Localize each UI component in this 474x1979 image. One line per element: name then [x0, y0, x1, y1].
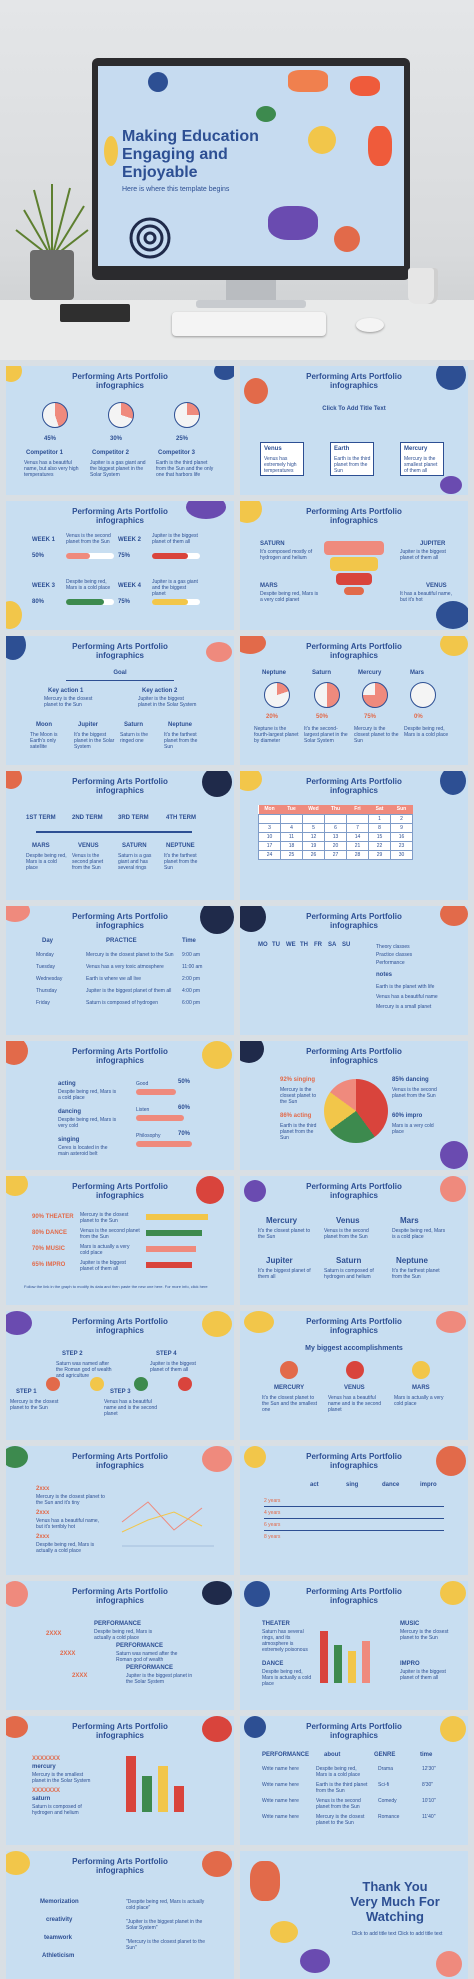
thanks-sub: Click to add title text Click to add tit… — [351, 1931, 443, 1937]
spiral-icon — [129, 217, 171, 259]
slide-title-text[interactable]: Performing Arts Portfolio infographics Cl… — [240, 366, 468, 495]
slide-skills[interactable]: Performing Arts Portfolio infographics ac… — [6, 1041, 234, 1170]
slide-years-matrix[interactable]: Performing Arts Portfolio infographics ac… — [240, 1446, 468, 1575]
slide-performance[interactable]: Performing Arts Portfolio infographics PE… — [6, 1581, 234, 1710]
line-chart — [121, 1501, 214, 1547]
slide-qualities[interactable]: Performing Arts Portfolio infographics Me… — [6, 1851, 234, 1979]
slide-planets-grid[interactable]: Performing Arts Portfolio infographics Me… — [240, 1176, 468, 1305]
pie-chart — [324, 1079, 388, 1143]
slide-thanks[interactable]: Thank You Very Much For Watching Click t… — [240, 1851, 468, 1979]
pie-icon — [174, 402, 200, 428]
slide-schedule[interactable]: Performing Arts Portfolio infographics MO… — [240, 906, 468, 1035]
slide-weeks[interactable]: Performing Arts Portfolio infographics WE… — [6, 501, 234, 630]
thanks-line2: Very Much For — [350, 1894, 440, 1909]
slide-accomplishments[interactable]: Performing Arts Portfolio infographics My… — [240, 1311, 468, 1440]
slide-goal[interactable]: Performing Arts Portfolio infographics Go… — [6, 636, 234, 765]
slide-pie-chart[interactable]: Performing Arts Portfolio infographics 92… — [240, 1041, 468, 1170]
thanks-line3: Watching — [365, 1909, 424, 1924]
thanks-line1: Thank You — [362, 1879, 428, 1894]
keyboard — [172, 312, 326, 336]
pie-icon — [42, 402, 68, 428]
slide-calendar[interactable]: Performing Arts Portfolio infographics Mo… — [240, 771, 468, 900]
plant-pot — [30, 250, 74, 300]
mug — [408, 268, 438, 304]
monitor: Making Education Engaging and Enjoyable … — [92, 58, 410, 280]
monitor-base — [196, 300, 306, 308]
hero-title-line1: Making Education — [122, 128, 259, 145]
slide-line-chart[interactable]: Performing Arts Portfolio infographics 2x… — [6, 1446, 234, 1575]
slide-steps[interactable]: Performing Arts Portfolio infographics ST… — [6, 1311, 234, 1440]
slide-planet-pies[interactable]: Performing Arts Portfolio infographics Ne… — [240, 636, 468, 765]
plant-icon — [15, 184, 89, 259]
hero-title-line3: Enjoyable — [122, 164, 198, 181]
slide-performance-table[interactable]: Performing Arts Portfolio infographics PE… — [240, 1716, 468, 1845]
slide-bar-years[interactable]: Performing Arts Portfolio infographics XX… — [6, 1716, 234, 1845]
mouse — [356, 318, 384, 332]
hero-scene: Making Education Engaging and Enjoyable … — [0, 0, 474, 360]
hero-title-line2: Engaging and — [122, 146, 228, 163]
slide-terms[interactable]: Performing Arts Portfolio infographics 1S… — [6, 771, 234, 900]
pie-icon — [108, 402, 134, 428]
slide-competitors[interactable]: Performing Arts Portfolio infographics 45… — [6, 366, 234, 495]
slide-pyramid[interactable]: Performing Arts Portfolio infographics SA… — [240, 501, 468, 630]
slide-bars[interactable]: Performing Arts Portfolio infographics 90… — [6, 1176, 234, 1305]
monitor-screen: Making Education Engaging and Enjoyable … — [98, 66, 404, 266]
hero-subtitle: Here is where this template begins — [122, 186, 230, 193]
notebook — [60, 304, 130, 322]
slide-bar-chart[interactable]: Performing Arts Portfolio infographics TH… — [240, 1581, 468, 1710]
slide-practice-table[interactable]: Performing Arts Portfolio infographics Da… — [6, 906, 234, 1035]
